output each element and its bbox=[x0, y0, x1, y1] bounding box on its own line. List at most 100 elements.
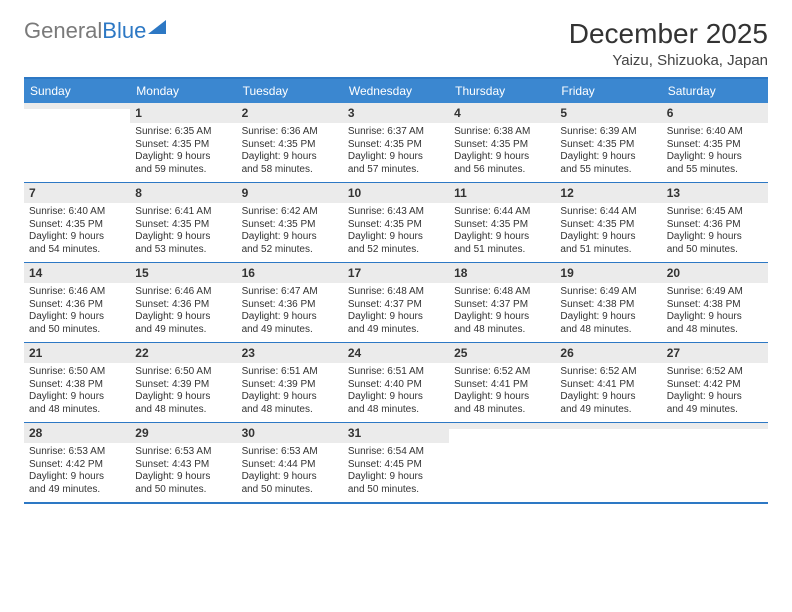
daylight-text: Daylight: 9 hours bbox=[135, 151, 231, 164]
calendar-day-cell: 29Sunrise: 6:53 AMSunset: 4:43 PMDayligh… bbox=[130, 423, 236, 502]
daylight-text: and 49 minutes. bbox=[348, 324, 444, 337]
sunrise-text: Sunrise: 6:40 AM bbox=[667, 126, 763, 139]
calendar-day-cell bbox=[555, 423, 661, 502]
sunrise-text: Sunrise: 6:48 AM bbox=[454, 286, 550, 299]
sunrise-text: Sunrise: 6:47 AM bbox=[242, 286, 338, 299]
day-body: Sunrise: 6:43 AMSunset: 4:35 PMDaylight:… bbox=[343, 203, 449, 262]
day-body: Sunrise: 6:54 AMSunset: 4:45 PMDaylight:… bbox=[343, 443, 449, 502]
daylight-text: and 48 minutes. bbox=[29, 404, 125, 417]
daylight-text: Daylight: 9 hours bbox=[348, 311, 444, 324]
daylight-text: Daylight: 9 hours bbox=[242, 151, 338, 164]
sunset-text: Sunset: 4:45 PM bbox=[348, 459, 444, 472]
calendar-day-cell: 15Sunrise: 6:46 AMSunset: 4:36 PMDayligh… bbox=[130, 263, 236, 342]
calendar-day-cell: 16Sunrise: 6:47 AMSunset: 4:36 PMDayligh… bbox=[237, 263, 343, 342]
sunrise-text: Sunrise: 6:54 AM bbox=[348, 446, 444, 459]
calendar-day-cell: 19Sunrise: 6:49 AMSunset: 4:38 PMDayligh… bbox=[555, 263, 661, 342]
day-number: 9 bbox=[237, 183, 343, 203]
daylight-text: and 55 minutes. bbox=[667, 164, 763, 177]
calendar-day-cell: 1Sunrise: 6:35 AMSunset: 4:35 PMDaylight… bbox=[130, 103, 236, 182]
title-block: December 2025 Yaizu, Shizuoka, Japan bbox=[569, 18, 768, 69]
calendar-day-cell: 6Sunrise: 6:40 AMSunset: 4:35 PMDaylight… bbox=[662, 103, 768, 182]
sunrise-text: Sunrise: 6:52 AM bbox=[560, 366, 656, 379]
calendar-page: GeneralBlue December 2025 Yaizu, Shizuok… bbox=[0, 0, 792, 522]
sunrise-text: Sunrise: 6:40 AM bbox=[29, 206, 125, 219]
day-body: Sunrise: 6:49 AMSunset: 4:38 PMDaylight:… bbox=[555, 283, 661, 342]
sunset-text: Sunset: 4:42 PM bbox=[29, 459, 125, 472]
daylight-text: and 49 minutes. bbox=[560, 404, 656, 417]
calendar-day-cell: 7Sunrise: 6:40 AMSunset: 4:35 PMDaylight… bbox=[24, 183, 130, 262]
sunset-text: Sunset: 4:35 PM bbox=[242, 139, 338, 152]
sunset-text: Sunset: 4:40 PM bbox=[348, 379, 444, 392]
calendar-week-row: 7Sunrise: 6:40 AMSunset: 4:35 PMDaylight… bbox=[24, 183, 768, 263]
sunset-text: Sunset: 4:35 PM bbox=[348, 219, 444, 232]
sunrise-text: Sunrise: 6:53 AM bbox=[242, 446, 338, 459]
sunset-text: Sunset: 4:39 PM bbox=[242, 379, 338, 392]
day-number: 4 bbox=[449, 103, 555, 123]
sunrise-text: Sunrise: 6:46 AM bbox=[29, 286, 125, 299]
calendar-day-cell: 10Sunrise: 6:43 AMSunset: 4:35 PMDayligh… bbox=[343, 183, 449, 262]
daylight-text: and 54 minutes. bbox=[29, 244, 125, 257]
day-number: 16 bbox=[237, 263, 343, 283]
day-number: 24 bbox=[343, 343, 449, 363]
sunrise-text: Sunrise: 6:42 AM bbox=[242, 206, 338, 219]
daylight-text: Daylight: 9 hours bbox=[667, 231, 763, 244]
calendar-week-row: 21Sunrise: 6:50 AMSunset: 4:38 PMDayligh… bbox=[24, 343, 768, 423]
day-number: 17 bbox=[343, 263, 449, 283]
daylight-text: Daylight: 9 hours bbox=[560, 151, 656, 164]
calendar-day-cell: 17Sunrise: 6:48 AMSunset: 4:37 PMDayligh… bbox=[343, 263, 449, 342]
sunrise-text: Sunrise: 6:35 AM bbox=[135, 126, 231, 139]
daylight-text: and 48 minutes. bbox=[242, 404, 338, 417]
sunrise-text: Sunrise: 6:50 AM bbox=[29, 366, 125, 379]
daylight-text: Daylight: 9 hours bbox=[667, 151, 763, 164]
sunrise-text: Sunrise: 6:44 AM bbox=[454, 206, 550, 219]
day-number: 14 bbox=[24, 263, 130, 283]
day-body: Sunrise: 6:40 AMSunset: 4:35 PMDaylight:… bbox=[24, 203, 130, 262]
calendar-day-cell: 20Sunrise: 6:49 AMSunset: 4:38 PMDayligh… bbox=[662, 263, 768, 342]
calendar-day-cell bbox=[24, 103, 130, 182]
weekday-header-row: Sunday Monday Tuesday Wednesday Thursday… bbox=[24, 79, 768, 103]
calendar-day-cell: 5Sunrise: 6:39 AMSunset: 4:35 PMDaylight… bbox=[555, 103, 661, 182]
day-body: Sunrise: 6:42 AMSunset: 4:35 PMDaylight:… bbox=[237, 203, 343, 262]
weekday-header: Saturday bbox=[662, 79, 768, 103]
sunset-text: Sunset: 4:36 PM bbox=[29, 299, 125, 312]
day-number: 29 bbox=[130, 423, 236, 443]
calendar-week-row: 14Sunrise: 6:46 AMSunset: 4:36 PMDayligh… bbox=[24, 263, 768, 343]
month-title: December 2025 bbox=[569, 18, 768, 50]
sunset-text: Sunset: 4:38 PM bbox=[560, 299, 656, 312]
day-body: Sunrise: 6:50 AMSunset: 4:39 PMDaylight:… bbox=[130, 363, 236, 422]
daylight-text: Daylight: 9 hours bbox=[348, 231, 444, 244]
calendar-day-cell: 31Sunrise: 6:54 AMSunset: 4:45 PMDayligh… bbox=[343, 423, 449, 502]
day-body: Sunrise: 6:48 AMSunset: 4:37 PMDaylight:… bbox=[343, 283, 449, 342]
sunrise-text: Sunrise: 6:41 AM bbox=[135, 206, 231, 219]
sunrise-text: Sunrise: 6:52 AM bbox=[667, 366, 763, 379]
sunset-text: Sunset: 4:41 PM bbox=[560, 379, 656, 392]
day-number: 27 bbox=[662, 343, 768, 363]
calendar-day-cell: 9Sunrise: 6:42 AMSunset: 4:35 PMDaylight… bbox=[237, 183, 343, 262]
day-body: Sunrise: 6:53 AMSunset: 4:44 PMDaylight:… bbox=[237, 443, 343, 502]
daylight-text: Daylight: 9 hours bbox=[135, 231, 231, 244]
sunset-text: Sunset: 4:43 PM bbox=[135, 459, 231, 472]
day-number: 28 bbox=[24, 423, 130, 443]
daylight-text: and 51 minutes. bbox=[560, 244, 656, 257]
daylight-text: Daylight: 9 hours bbox=[348, 151, 444, 164]
daylight-text: and 50 minutes. bbox=[348, 484, 444, 497]
calendar-day-cell: 3Sunrise: 6:37 AMSunset: 4:35 PMDaylight… bbox=[343, 103, 449, 182]
daylight-text: and 49 minutes. bbox=[242, 324, 338, 337]
sunset-text: Sunset: 4:38 PM bbox=[667, 299, 763, 312]
sunset-text: Sunset: 4:37 PM bbox=[348, 299, 444, 312]
logo-text-1: General bbox=[24, 18, 102, 44]
sunset-text: Sunset: 4:35 PM bbox=[454, 139, 550, 152]
daylight-text: Daylight: 9 hours bbox=[454, 391, 550, 404]
daylight-text: Daylight: 9 hours bbox=[135, 391, 231, 404]
daylight-text: and 50 minutes. bbox=[667, 244, 763, 257]
day-number: 5 bbox=[555, 103, 661, 123]
calendar-day-cell: 4Sunrise: 6:38 AMSunset: 4:35 PMDaylight… bbox=[449, 103, 555, 182]
weekday-header: Monday bbox=[130, 79, 236, 103]
daylight-text: and 52 minutes. bbox=[242, 244, 338, 257]
day-body: Sunrise: 6:46 AMSunset: 4:36 PMDaylight:… bbox=[24, 283, 130, 342]
day-body: Sunrise: 6:36 AMSunset: 4:35 PMDaylight:… bbox=[237, 123, 343, 182]
day-number: 11 bbox=[449, 183, 555, 203]
day-body bbox=[555, 429, 661, 481]
daylight-text: and 51 minutes. bbox=[454, 244, 550, 257]
day-body: Sunrise: 6:52 AMSunset: 4:42 PMDaylight:… bbox=[662, 363, 768, 422]
